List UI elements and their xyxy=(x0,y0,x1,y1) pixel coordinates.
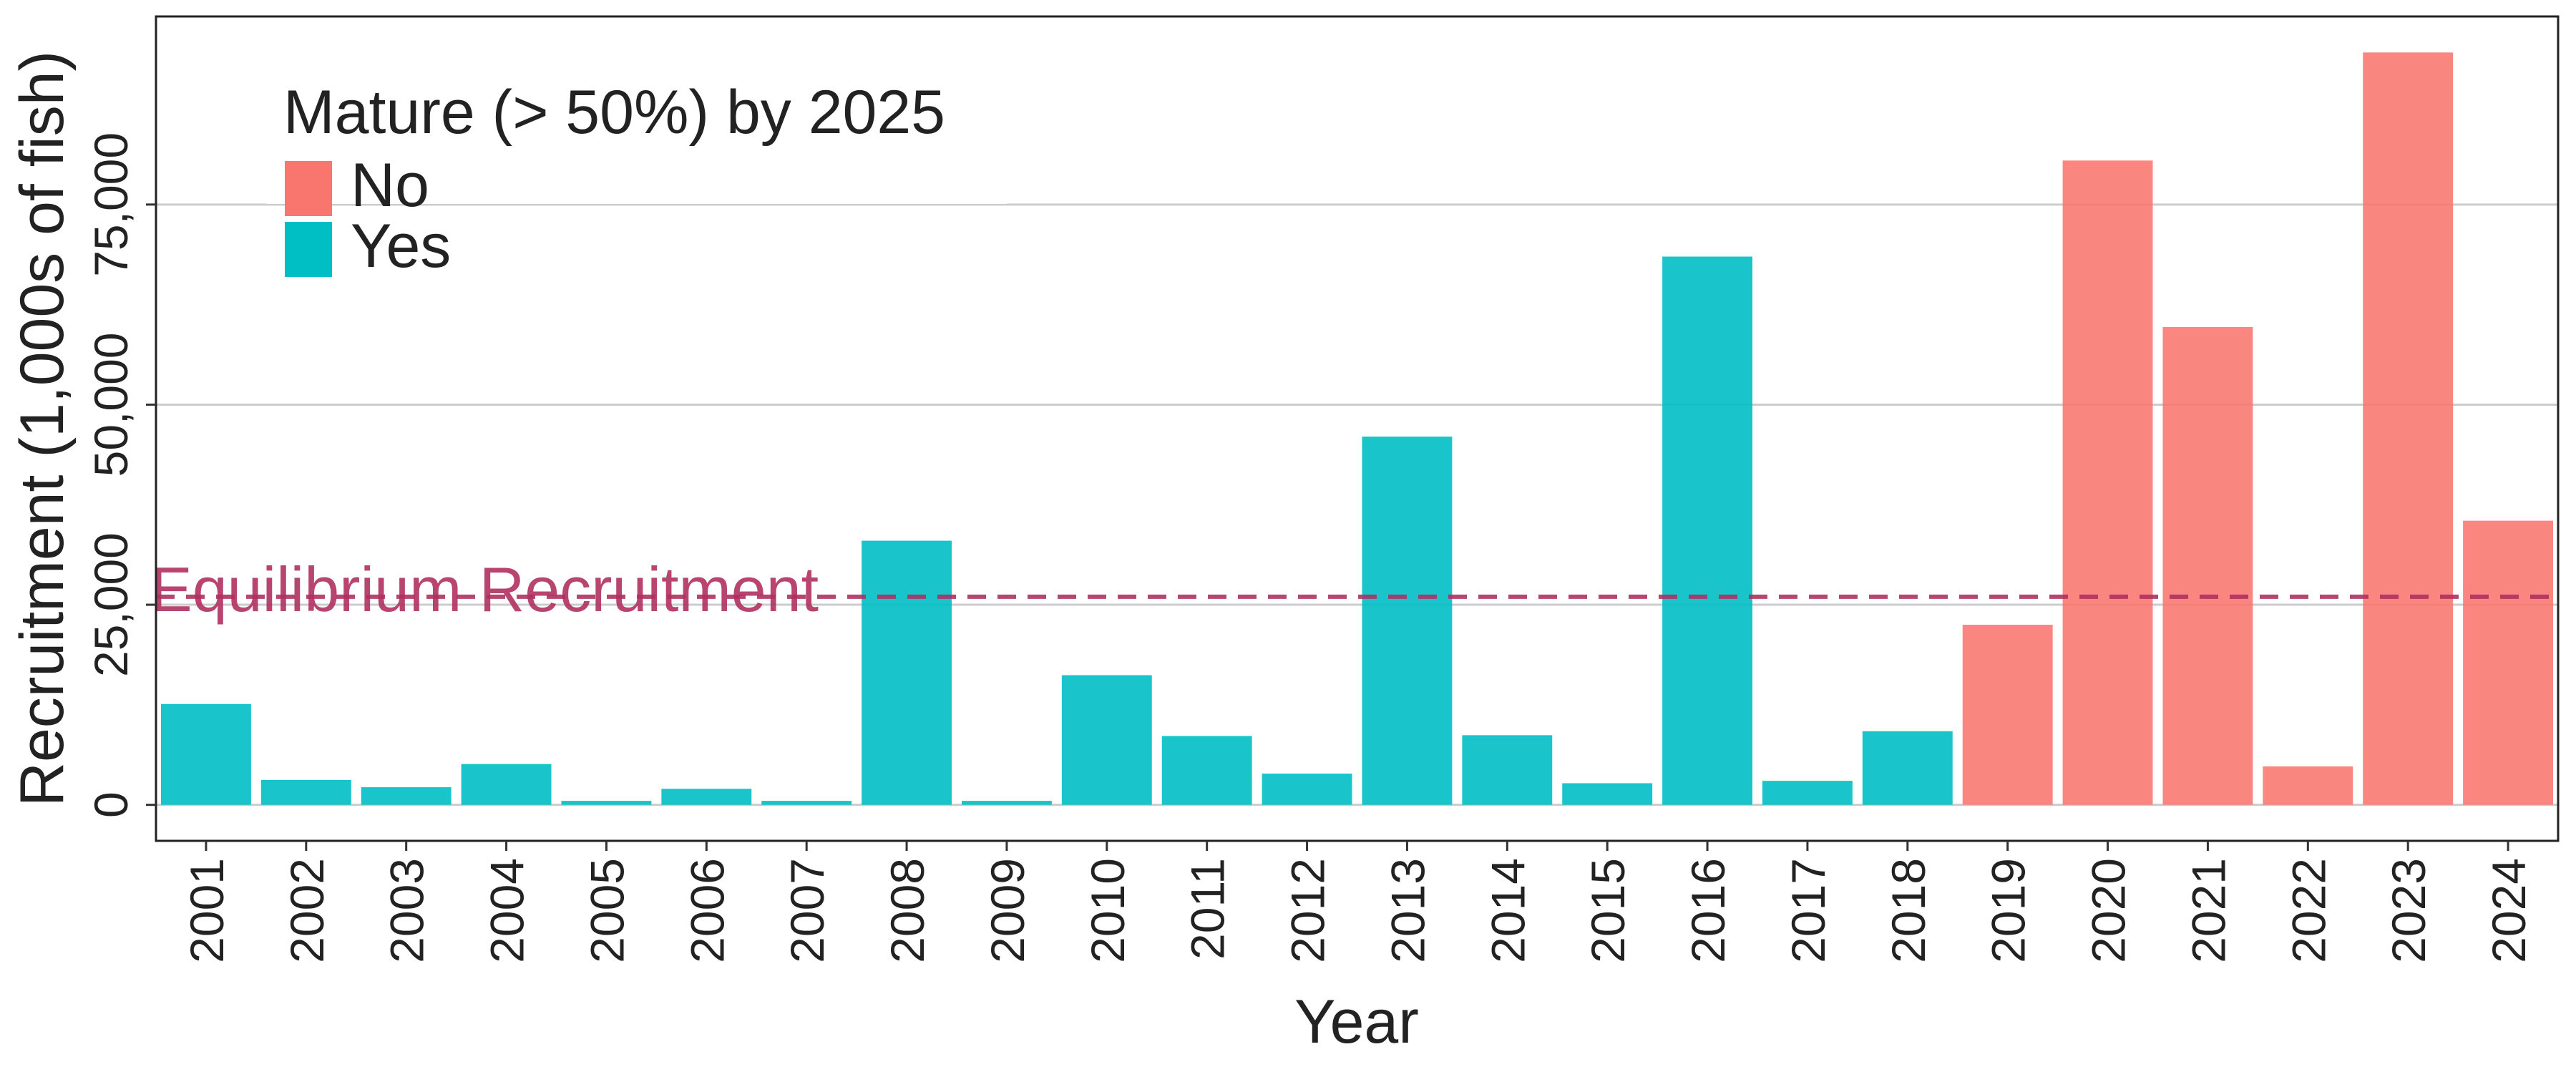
x-tick-label-2024: 2024 xyxy=(2482,858,2535,963)
x-tick-label-2013: 2013 xyxy=(1381,858,1434,963)
bar-2001 xyxy=(160,703,251,805)
bar-2007 xyxy=(761,801,852,805)
x-tick-label-2023: 2023 xyxy=(2382,858,2435,963)
legend-label-no: No xyxy=(351,151,429,220)
y-axis-ticks: 0 25,000 50,000 75,000 xyxy=(84,132,156,818)
bar-2016 xyxy=(1662,256,1753,805)
bar-2024 xyxy=(2463,520,2554,805)
y-tick-label-2: 50,000 xyxy=(84,333,137,477)
y-tick-label-0: 0 xyxy=(84,791,137,818)
bar-2012 xyxy=(1262,774,1352,805)
bar-2013 xyxy=(1362,437,1453,805)
legend-swatch-no xyxy=(285,161,332,216)
bar-2009 xyxy=(961,801,1052,805)
equilibrium-label: Equilibrium Recruitment xyxy=(150,554,819,625)
bar-2005 xyxy=(561,801,652,805)
x-tick-label-2016: 2016 xyxy=(1682,858,1735,963)
bar-2002 xyxy=(260,779,351,805)
bar-2010 xyxy=(1061,675,1152,805)
x-tick-label-2020: 2020 xyxy=(2082,858,2135,963)
x-tick-label-2005: 2005 xyxy=(580,858,633,963)
x-tick-label-2019: 2019 xyxy=(1982,858,2035,963)
bar-2006 xyxy=(661,789,752,805)
bar-2020 xyxy=(2062,160,2153,805)
x-tick-label-2008: 2008 xyxy=(881,858,934,963)
x-tick-label-2007: 2007 xyxy=(781,858,834,963)
y-axis-title: Recruitment (1,000s of fish) xyxy=(8,51,77,806)
legend-title: Mature (> 50%) by 2025 xyxy=(283,78,945,147)
bar-2003 xyxy=(361,787,452,805)
x-tick-label-2012: 2012 xyxy=(1282,858,1335,963)
bar-2011 xyxy=(1161,736,1252,805)
x-tick-label-2014: 2014 xyxy=(1481,858,1534,963)
x-tick-label-2022: 2022 xyxy=(2282,858,2335,963)
legend-swatch-yes xyxy=(285,222,332,277)
bar-2008 xyxy=(862,540,952,805)
y-tick-label-3: 75,000 xyxy=(84,132,137,277)
bar-2023 xyxy=(2363,52,2454,805)
grid-lines xyxy=(156,203,2558,806)
x-tick-label-2018: 2018 xyxy=(1882,858,1935,963)
reference-line-group: Equilibrium Recruitment xyxy=(150,554,2558,625)
x-tick-label-2011: 2011 xyxy=(1181,858,1234,960)
bar-2017 xyxy=(1762,781,1853,805)
x-axis-ticks: 2001 2002 2003 2004 2005 2006 2007 2008 2009 2010… xyxy=(180,841,2535,963)
bar-2018 xyxy=(1862,731,1953,805)
x-tick-label-2010: 2010 xyxy=(1081,858,1134,963)
legend-background xyxy=(266,68,1007,204)
bar-2022 xyxy=(2263,766,2353,805)
x-tick-label-2002: 2002 xyxy=(280,858,333,963)
x-tick-label-2006: 2006 xyxy=(680,858,733,963)
x-tick-label-2003: 2003 xyxy=(381,858,434,963)
x-tick-label-2021: 2021 xyxy=(2182,858,2235,963)
x-tick-label-2017: 2017 xyxy=(1782,858,1835,963)
x-tick-label-2009: 2009 xyxy=(981,858,1034,963)
bar-2021 xyxy=(2162,326,2253,805)
x-axis-title: Year xyxy=(1294,988,1419,1056)
bars xyxy=(160,52,2554,805)
bar-2019 xyxy=(1962,625,2053,805)
x-tick-label-2004: 2004 xyxy=(481,858,534,963)
bar-2015 xyxy=(1562,783,1653,805)
x-tick-label-2015: 2015 xyxy=(1581,858,1634,963)
x-tick-label-2001: 2001 xyxy=(180,858,233,963)
bar-2014 xyxy=(1462,735,1553,805)
bar-2004 xyxy=(461,764,552,805)
legend-label-yes: Yes xyxy=(351,212,451,281)
plot-border xyxy=(155,15,2560,842)
y-tick-label-1: 25,000 xyxy=(84,532,137,677)
